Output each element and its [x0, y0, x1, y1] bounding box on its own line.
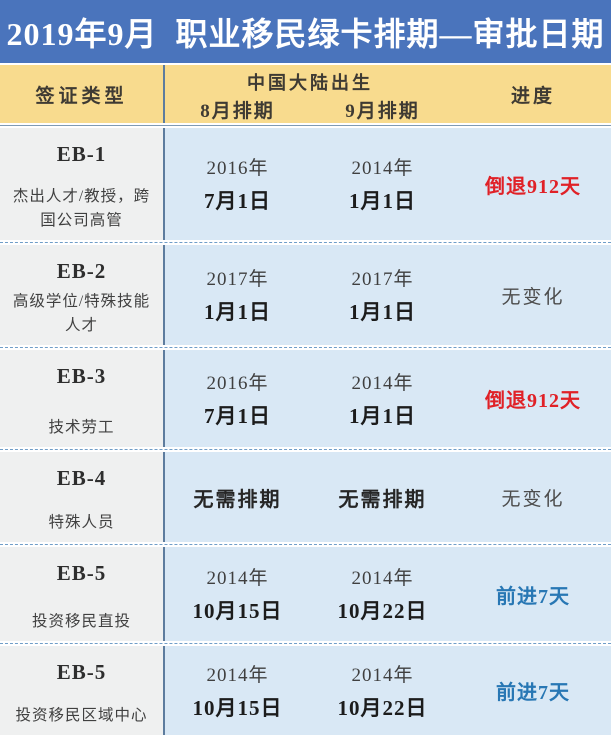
category-subtitle: 技术劳工	[48, 418, 115, 436]
category-cell: EB-5 投资移民直投	[0, 547, 165, 641]
no-backlog-label: 无需排期	[193, 488, 282, 511]
category-label: EB-5	[56, 561, 107, 585]
row-divider	[0, 641, 611, 646]
category-cell: EB-5 投资移民区域中心	[0, 646, 165, 735]
progress-column-header: 进度	[510, 85, 555, 107]
date-day: 10月15日	[192, 695, 283, 720]
category-label: EB-1	[56, 142, 107, 166]
table-row-eb5-regional: EB-5 投资移民区域中心 2014年 10月15日 2014年 10月22日 …	[0, 646, 611, 735]
date-year: 2016年	[206, 372, 269, 394]
row-divider	[0, 542, 611, 547]
table-row-eb5-direct: EB-5 投资移民直投 2014年 10月15日 2014年 10月22日 前进…	[0, 547, 611, 641]
august-date-cell: 2016年 7月1日	[165, 350, 310, 447]
row-divider	[0, 447, 611, 452]
september-date-cell: 无需排期	[310, 452, 455, 542]
progress-value: 无变化	[501, 286, 565, 308]
progress-cell: 无变化	[455, 452, 611, 542]
progress-value: 前进7天	[496, 585, 570, 608]
september-date-cell: 2014年 1月1日	[310, 128, 455, 240]
category-cell: EB-4 特殊人员	[0, 452, 165, 542]
date-day: 7月1日	[204, 189, 271, 213]
august-date-cell: 无需排期	[165, 452, 310, 542]
date-year: 2014年	[206, 568, 269, 589]
category-cell: EB-3 技术劳工	[0, 350, 165, 447]
progress-cell: 无变化	[455, 245, 611, 345]
progress-cell: 倒退912天	[455, 350, 611, 447]
visa-type-column-header: 签证类型	[0, 65, 165, 123]
date-day: 1月1日	[204, 300, 271, 324]
category-subtitle: 投资移民直投	[31, 612, 131, 630]
date-year: 2014年	[351, 568, 414, 589]
category-label: EB-3	[56, 364, 107, 388]
progress-value: 无变化	[501, 488, 565, 510]
september-date-cell: 2014年 1月1日	[310, 350, 455, 447]
row-divider	[0, 240, 611, 245]
date-year: 2014年	[351, 158, 414, 179]
august-date-cell: 2014年 10月15日	[165, 547, 310, 641]
date-year: 2014年	[351, 664, 414, 686]
august-date-cell: 2016年 7月1日	[165, 128, 310, 240]
no-backlog-label: 无需排期	[338, 488, 427, 511]
date-year: 2016年	[206, 158, 269, 179]
category-subtitle: 杰出人才/教授，跨国公司高管	[12, 187, 151, 229]
progress-value: 前进7天	[496, 682, 570, 704]
china-born-column-group: 中国大陆出生 8月排期 9月排期	[165, 65, 455, 123]
progress-cell: 前进7天	[455, 646, 611, 735]
category-label: EB-4	[56, 466, 107, 490]
date-year: 2017年	[206, 269, 269, 290]
category-label: EB-2	[56, 259, 107, 283]
date-day: 1月1日	[349, 189, 416, 213]
september-column-header: 9月排期	[345, 100, 420, 122]
august-column-header: 8月排期	[200, 100, 275, 122]
column-group-label: 中国大陆出生	[247, 73, 373, 93]
table-row-eb2: EB-2 高级学位/特殊技能人才 2017年 1月1日 2017年 1月1日 无…	[0, 245, 611, 345]
date-year: 2014年	[206, 664, 269, 686]
banner-divider	[0, 63, 611, 65]
category-cell: EB-1 杰出人才/教授，跨国公司高管	[0, 128, 165, 240]
september-date-cell: 2014年 10月22日	[310, 646, 455, 735]
row-divider	[0, 345, 611, 350]
category-label: EB-5	[56, 660, 107, 684]
progress-cell: 倒退912天	[455, 128, 611, 240]
august-date-cell: 2017年 1月1日	[165, 245, 310, 345]
date-day: 7月1日	[204, 403, 271, 428]
category-cell: EB-2 高级学位/特殊技能人才	[0, 245, 165, 345]
progress-cell: 前进7天	[455, 547, 611, 641]
date-year: 2014年	[351, 372, 414, 394]
august-date-cell: 2014年 10月15日	[165, 646, 310, 735]
date-day: 10月15日	[192, 599, 283, 623]
date-day: 10月22日	[337, 695, 428, 720]
date-year: 2017年	[351, 269, 414, 290]
progress-value: 倒退912天	[485, 390, 581, 412]
category-subtitle: 特殊人员	[48, 513, 115, 531]
table-row-eb1: EB-1 杰出人才/教授，跨国公司高管 2016年 7月1日 2014年 1月1…	[0, 128, 611, 240]
table-header: 签证类型 中国大陆出生 8月排期 9月排期 进度	[0, 65, 611, 123]
header-divider	[0, 123, 611, 128]
date-day: 1月1日	[349, 403, 416, 428]
page-title: 2019年9月 职业移民绿卡排期—审批日期	[0, 0, 611, 63]
table-row-eb4: EB-4 特殊人员 无需排期 无需排期 无变化	[0, 452, 611, 542]
september-date-cell: 2017年 1月1日	[310, 245, 455, 345]
date-day: 1月1日	[349, 300, 416, 324]
category-subtitle: 高级学位/特殊技能人才	[12, 292, 151, 334]
date-day: 10月22日	[337, 599, 428, 623]
category-subtitle: 投资移民区域中心	[15, 706, 148, 724]
progress-value: 倒退912天	[485, 175, 581, 198]
table-row-eb3: EB-3 技术劳工 2016年 7月1日 2014年 1月1日 倒退912天	[0, 350, 611, 447]
september-date-cell: 2014年 10月22日	[310, 547, 455, 641]
